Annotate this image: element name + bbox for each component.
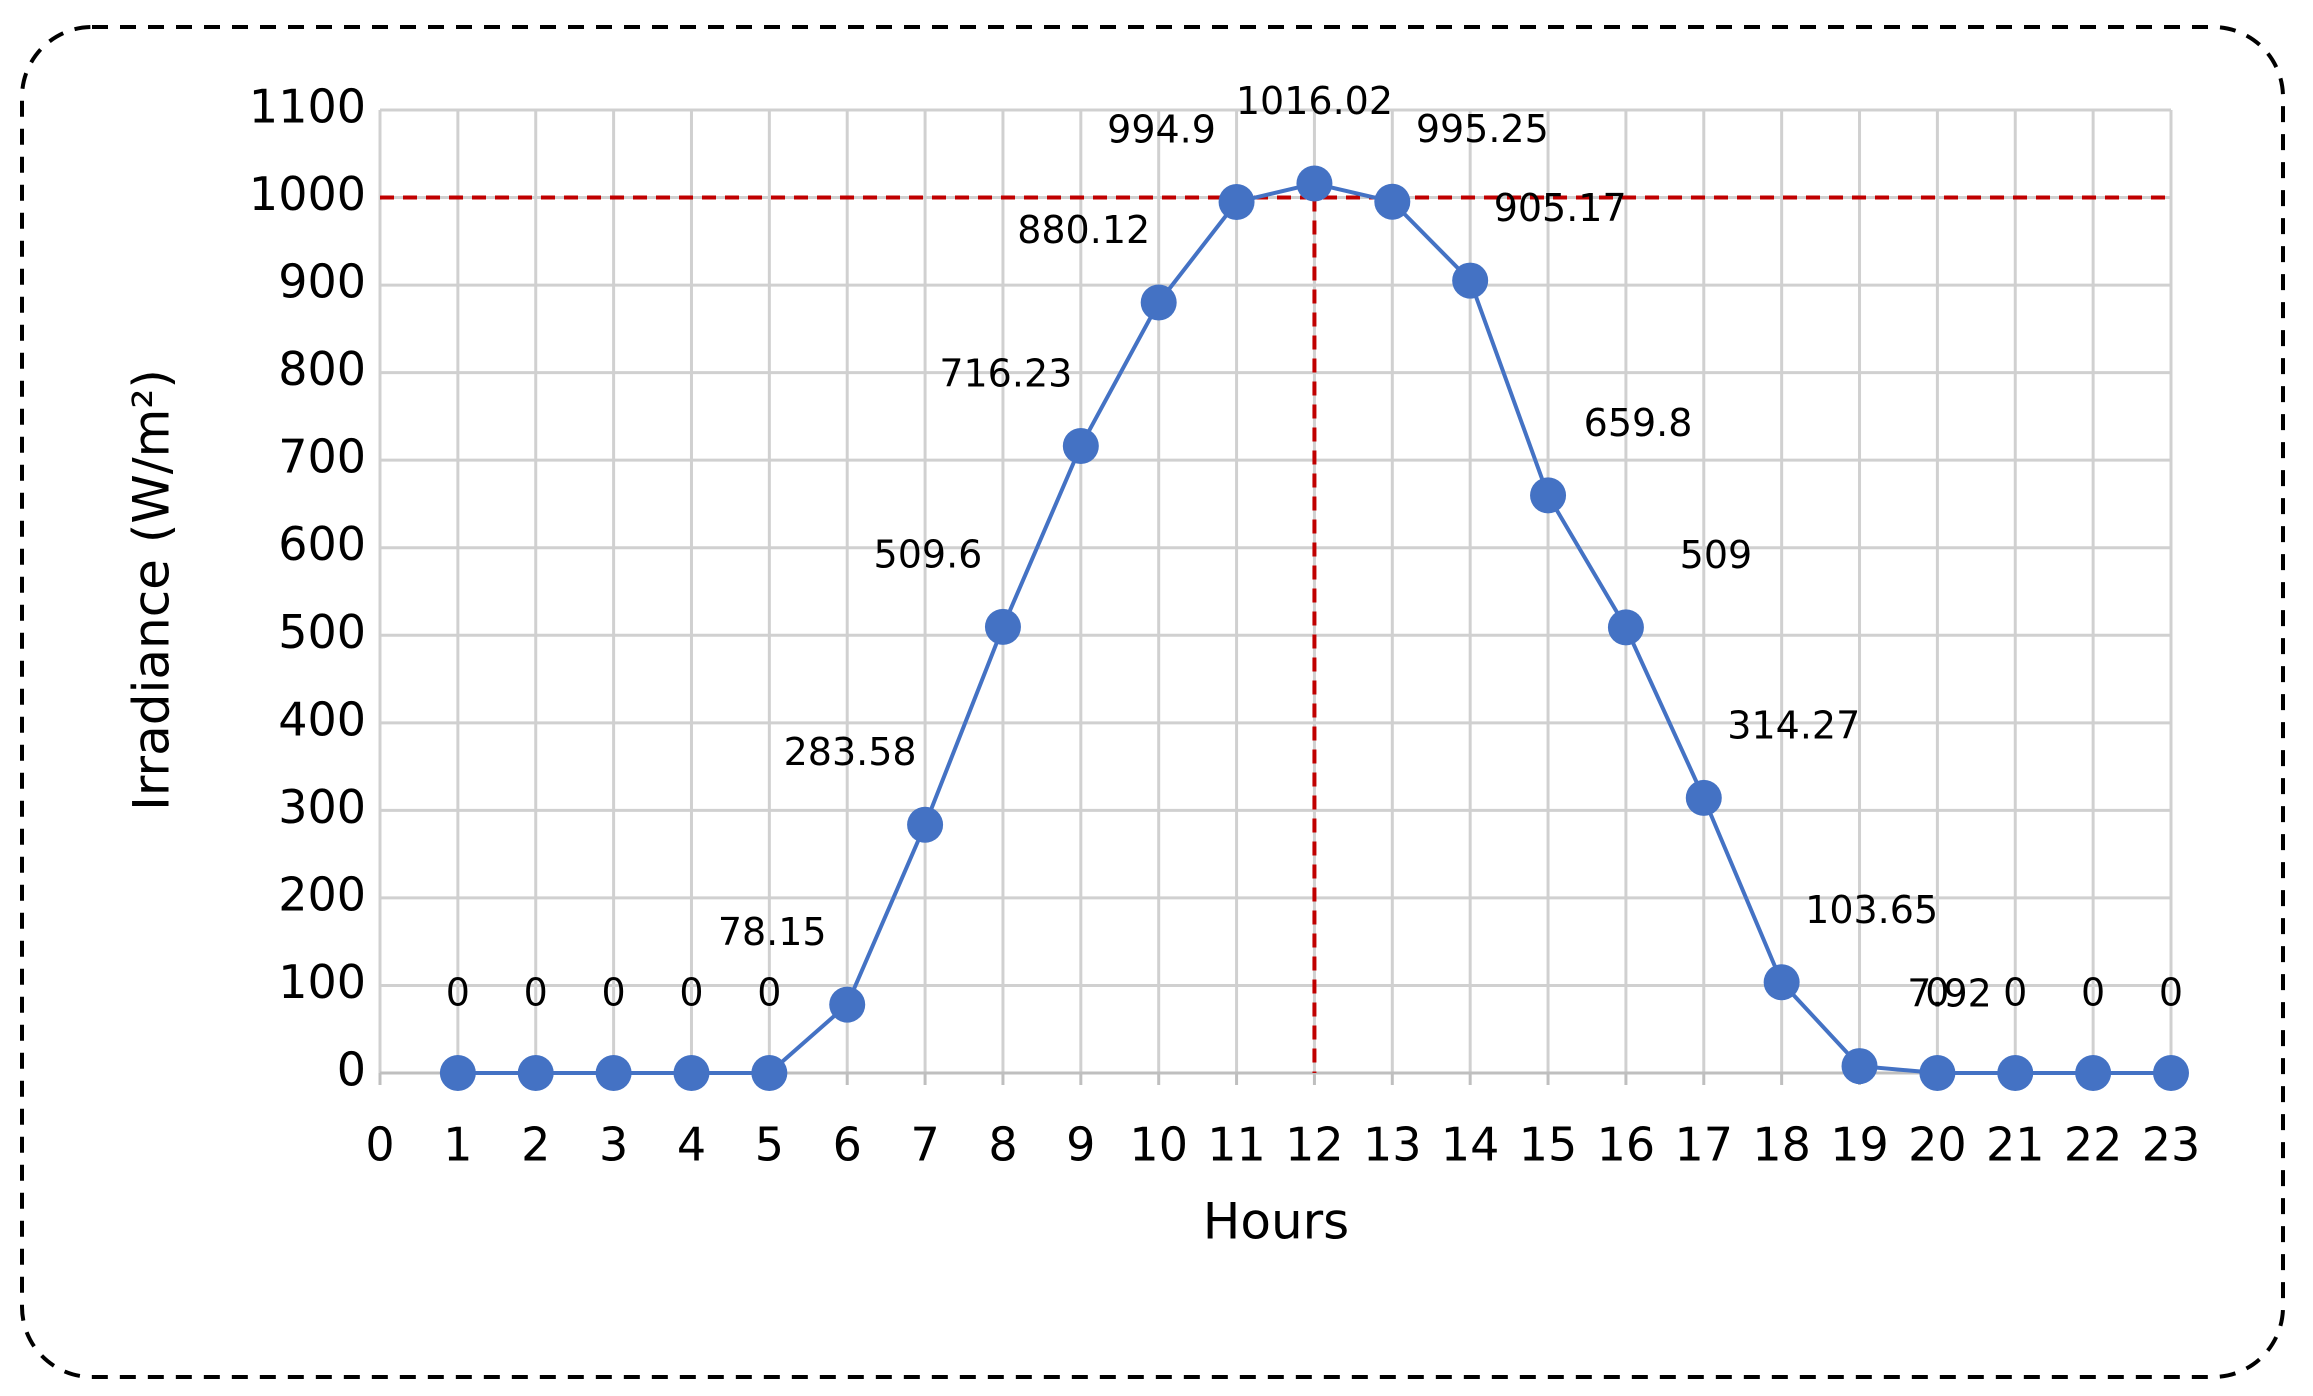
data-point (595, 1055, 632, 1091)
x-tick-label: 10 (1129, 1118, 1188, 1172)
data-label: 78.15 (718, 910, 827, 954)
x-tick-label: 2 (521, 1118, 550, 1172)
y-tick-label: 600 (278, 517, 366, 571)
data-point (1685, 779, 1722, 816)
data-point (1452, 262, 1489, 299)
data-point (984, 608, 1021, 645)
x-tick-label: 13 (1363, 1118, 1422, 1172)
data-point (1919, 1055, 1956, 1091)
data-label: 0 (2003, 971, 2027, 1015)
data-label: 0 (1925, 971, 1949, 1015)
data-label: 0 (524, 971, 548, 1015)
x-tick-label: 11 (1207, 1118, 1266, 1172)
data-point (1374, 183, 1411, 220)
y-tick-label: 300 (278, 780, 366, 834)
y-axis-title: Irradiance (W/m²) (123, 369, 181, 811)
x-tick-label: 4 (677, 1118, 706, 1172)
x-tick-label: 17 (1675, 1118, 1734, 1172)
x-axis-title: Hours (1203, 1193, 1349, 1251)
data-point (1218, 184, 1255, 221)
data-point (2153, 1055, 2189, 1091)
data-point (1841, 1048, 1878, 1085)
data-point (907, 806, 944, 843)
x-tick-label: 8 (988, 1118, 1017, 1172)
y-tick-label: 800 (278, 342, 366, 396)
data-label: 659.8 (1584, 401, 1693, 445)
y-tick-label: 900 (278, 255, 366, 309)
data-point (1530, 477, 1567, 514)
data-label: 0 (679, 971, 703, 1015)
y-tick-label: 200 (278, 867, 366, 921)
x-tick-label: 3 (599, 1118, 628, 1172)
data-point (1607, 609, 1644, 646)
x-tick-label: 9 (1066, 1118, 1095, 1172)
y-tick-label: 100 (278, 955, 366, 1009)
data-point (1062, 427, 1099, 464)
frame (20, 25, 2285, 1379)
data-label: 283.58 (784, 730, 917, 774)
data-point (829, 986, 866, 1023)
x-tick-label: 20 (1908, 1118, 1967, 1172)
data-label: 0 (446, 971, 470, 1015)
data-point (673, 1055, 710, 1091)
data-label: 716.23 (939, 351, 1072, 395)
data-point (1296, 165, 1333, 202)
data-label: 314.27 (1727, 703, 1860, 747)
data-label: 509 (1680, 533, 1753, 577)
data-label: 0 (757, 971, 781, 1015)
x-tick-label: 23 (2142, 1118, 2201, 1172)
data-label: 905.17 (1494, 186, 1627, 230)
data-label: 994.9 (1107, 108, 1216, 152)
data-point (517, 1055, 554, 1091)
data-label: 995.25 (1416, 107, 1549, 151)
x-tick-label: 15 (1519, 1118, 1578, 1172)
data-label: 0 (2159, 971, 2183, 1015)
x-tick-label: 14 (1441, 1118, 1500, 1172)
data-label: 0 (2081, 971, 2105, 1015)
x-tick-label: 12 (1285, 1118, 1344, 1172)
x-tick-label: 1 (443, 1118, 472, 1172)
y-tick-label: 0 (337, 1043, 366, 1097)
data-point (1997, 1055, 2034, 1091)
data-label: 880.12 (1017, 208, 1150, 252)
x-tick-label: 7 (910, 1118, 939, 1172)
y-tick-label: 1100 (249, 80, 366, 134)
data-point (1140, 284, 1177, 321)
x-tick-label: 0 (365, 1118, 394, 1172)
y-tick-label: 400 (278, 692, 366, 746)
x-tick-label: 22 (2064, 1118, 2123, 1172)
x-tick-label: 5 (755, 1118, 784, 1172)
data-label: 509.6 (874, 532, 983, 576)
y-tick-label: 700 (278, 430, 366, 484)
x-tick-label: 16 (1597, 1118, 1656, 1172)
data-point (439, 1055, 476, 1091)
data-point (751, 1055, 788, 1091)
x-tick-label: 19 (1830, 1118, 1889, 1172)
y-tick-label: 1000 (249, 167, 366, 221)
y-tick-label: 500 (278, 605, 366, 659)
data-label: 0 (602, 971, 626, 1015)
data-point (2075, 1055, 2112, 1091)
data-point (1763, 964, 1800, 1001)
data-label: 7.92 (1907, 972, 1992, 1016)
data-label: 1016.02 (1236, 79, 1393, 123)
x-tick-label: 21 (1986, 1118, 2045, 1172)
x-tick-label: 18 (1752, 1118, 1811, 1172)
x-tick-label: 6 (833, 1118, 862, 1172)
data-label: 103.65 (1805, 888, 1938, 932)
